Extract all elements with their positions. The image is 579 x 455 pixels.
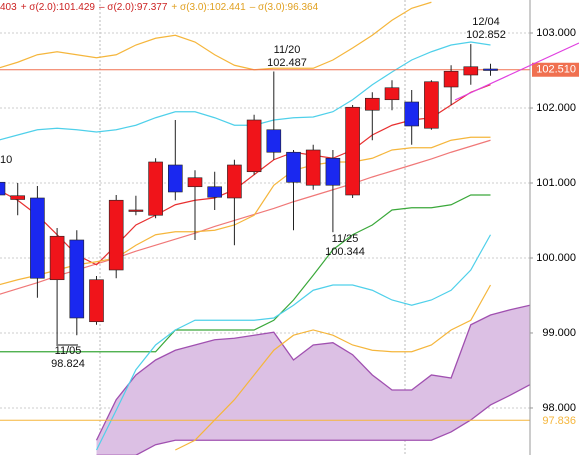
y-tick-label: 101.000 xyxy=(536,177,576,189)
candle-body xyxy=(305,149,321,186)
annotation: 102.487 xyxy=(267,57,307,69)
candle-body xyxy=(10,195,25,200)
candle-body xyxy=(49,235,65,281)
indicator-line xyxy=(0,41,491,141)
legend-item: + σ(2.0):101.429 xyxy=(21,2,96,13)
candle-body xyxy=(266,129,282,153)
annotation: 12/04 xyxy=(472,16,500,28)
candle-body xyxy=(443,70,459,88)
y-tick-label: 102.000 xyxy=(536,102,576,114)
candle-body xyxy=(364,97,380,111)
candle-body xyxy=(89,279,104,323)
indicator-line xyxy=(0,1,432,71)
candle-body xyxy=(187,177,203,188)
price-tag-label: 102.510 xyxy=(536,64,576,76)
legend-item: – σ(3.0):96.364 xyxy=(250,2,319,13)
y-tick-label: 98.000 xyxy=(542,402,576,414)
candle-body xyxy=(108,199,124,271)
candle-body xyxy=(69,239,85,319)
annotation: 98.824 xyxy=(51,358,85,370)
candle-body xyxy=(463,66,479,76)
candle-body xyxy=(424,81,439,129)
price-tag-label: 97.836 xyxy=(542,415,576,427)
y-tick-label: 103.000 xyxy=(536,27,576,39)
annotation: 11/05 xyxy=(55,345,82,357)
legend-item: + σ(3.0):102.441 xyxy=(171,2,246,13)
y-axis: 103.000 102.000 101.000 100.000 99.000 98.000… xyxy=(529,0,579,455)
annotation: 100.344 xyxy=(325,246,365,258)
annotation: 10 xyxy=(0,154,12,166)
annotation: 11/25 xyxy=(332,233,359,245)
candle-body xyxy=(286,151,301,183)
indicator-line xyxy=(175,284,492,451)
candle-body xyxy=(246,119,262,173)
candle-body xyxy=(384,87,400,101)
candle-body xyxy=(483,68,498,71)
candle-body xyxy=(30,197,45,279)
trendline xyxy=(454,42,579,101)
cloud-edge xyxy=(95,304,530,441)
candle-body xyxy=(0,181,6,196)
indicator-line xyxy=(0,194,491,353)
candle-body xyxy=(148,161,163,216)
legend: 403 + σ(2.0):101.429– σ(2.0):97.377 + σ(3.… xyxy=(0,2,319,13)
candle-body xyxy=(227,164,242,199)
indicator-line xyxy=(95,234,492,451)
legend-item: 403 xyxy=(0,2,17,13)
cloud-edge xyxy=(96,384,530,455)
plot-area xyxy=(0,1,530,455)
candle-body xyxy=(325,157,341,186)
annotation: 11/20 xyxy=(274,44,301,56)
annotation: 102.852 xyxy=(466,29,506,41)
candle-body xyxy=(404,101,420,127)
y-tick-label: 100.000 xyxy=(536,252,576,264)
price-tag xyxy=(532,62,579,77)
legend-item: – σ(2.0):97.377 xyxy=(99,2,168,13)
candle-body xyxy=(207,186,222,198)
candle-body xyxy=(168,164,183,193)
candle-body xyxy=(128,209,144,212)
y-tick-label: 99.000 xyxy=(542,327,576,339)
candle-body xyxy=(345,106,360,196)
